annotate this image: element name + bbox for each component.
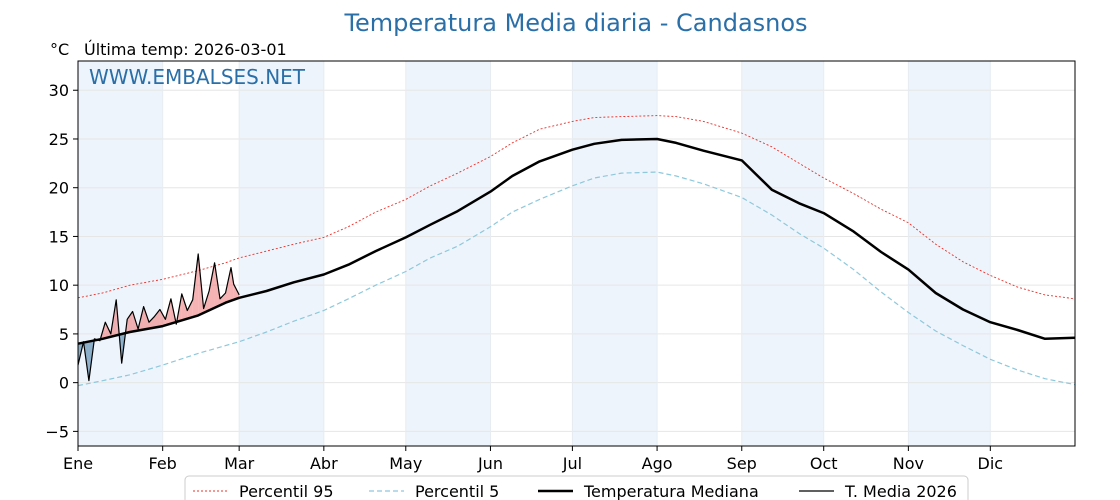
- above-median-fill: [209, 262, 215, 311]
- month-band: [405, 61, 491, 446]
- x-tick-label: Sep: [727, 454, 757, 473]
- legend: Percentil 95 Percentil 5 Temperatura Media…: [184, 475, 969, 500]
- legend-box: [184, 475, 969, 500]
- above-median-fill: [159, 309, 166, 327]
- month-band: [741, 61, 824, 446]
- above-median-fill: [149, 316, 155, 329]
- x-tick-label: Ene: [63, 454, 93, 473]
- legend-label: Percentil 95: [239, 482, 334, 500]
- above-median-fill: [143, 306, 150, 330]
- x-tick-label: Nov: [893, 454, 924, 473]
- legend-label: T. Media 2026: [844, 482, 957, 500]
- x-tick-label: Mar: [224, 454, 255, 473]
- unit-label: °C: [50, 40, 69, 59]
- legend-label: Temperatura Mediana: [583, 482, 759, 500]
- x-tick-label: Abr: [310, 454, 338, 473]
- x-tick-label: Ago: [642, 454, 673, 473]
- series-line-p5: [77, 171, 1076, 387]
- month-bands: [78, 61, 991, 446]
- y-tick-label: 25: [49, 130, 69, 149]
- month-band: [572, 61, 658, 446]
- x-tick-label: May: [389, 454, 422, 473]
- above-median-fill: [154, 309, 160, 328]
- series-line-current: [77, 253, 240, 382]
- above-median-fill: [230, 267, 234, 301]
- x-axis: Ene Feb Mar Abr May Jun Jul Ago Sep Oct Nov Dic: [63, 446, 1003, 473]
- x-tick-label: Jul: [562, 454, 582, 473]
- y-tick-label: 0: [59, 374, 69, 393]
- plot-frame: [77, 60, 1076, 447]
- x-tick-label: Oct: [810, 454, 838, 473]
- month-band: [78, 61, 163, 446]
- watermark: WWW.EMBALSES.NET: [89, 65, 306, 89]
- grid-lines: [77, 61, 1075, 446]
- y-tick-label: 15: [49, 227, 69, 246]
- series-lines: [77, 115, 1076, 387]
- chart-title: Temperatura Media diaria - Candasnos: [343, 9, 807, 37]
- legend-label: Percentil 5: [415, 482, 499, 500]
- above-median-fill: [187, 299, 193, 319]
- y-tick-label: 5: [59, 325, 69, 344]
- above-median-fill: [181, 293, 188, 321]
- last-temp-label: Última temp: 2026-03-01: [84, 40, 287, 59]
- month-band: [239, 61, 324, 446]
- y-axis: −5 0 5 10 15 20 25 30: [45, 81, 78, 441]
- above-median-fill: [127, 311, 133, 333]
- x-tick-label: Feb: [149, 454, 177, 473]
- series-line-median: [77, 137, 1076, 345]
- x-tick-label: Jun: [477, 454, 503, 473]
- y-tick-label: −5: [45, 422, 69, 441]
- y-tick-label: 10: [49, 276, 69, 295]
- y-tick-label: 20: [49, 179, 69, 198]
- series-line-p95: [77, 115, 1076, 300]
- x-tick-label: Dic: [978, 454, 1004, 473]
- y-tick-label: 30: [49, 81, 69, 100]
